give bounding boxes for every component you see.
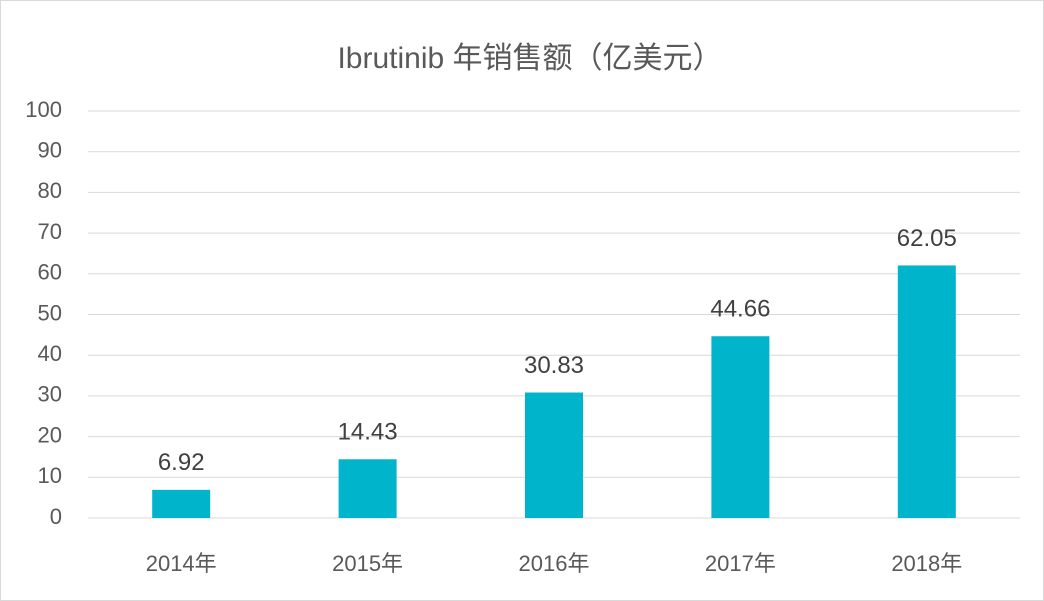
y-tick-label: 80 <box>38 178 62 203</box>
bar <box>711 336 770 518</box>
bar <box>897 265 956 518</box>
y-tick-label: 40 <box>38 341 62 366</box>
bar <box>525 392 583 518</box>
value-label: 30.83 <box>524 352 584 379</box>
y-tick-label: 60 <box>38 260 62 285</box>
x-tick-label: 2017年 <box>705 551 776 576</box>
value-label: 6.92 <box>158 449 205 476</box>
y-tick-label: 30 <box>38 382 62 407</box>
value-label: 62.05 <box>897 225 957 252</box>
y-tick-label: 20 <box>38 422 62 447</box>
y-tick-label: 0 <box>50 504 62 529</box>
x-tick-label: 2016年 <box>519 551 590 576</box>
y-tick-label: 70 <box>38 219 62 244</box>
x-tick-label: 2014年 <box>146 551 217 576</box>
y-tick-label: 100 <box>25 97 62 122</box>
y-tick-label: 10 <box>38 463 62 488</box>
bar <box>152 489 211 518</box>
bar <box>338 459 397 518</box>
y-tick-label: 90 <box>38 138 62 163</box>
y-tick-label: 50 <box>38 300 62 325</box>
x-tick-label: 2018年 <box>891 551 962 576</box>
value-label: 44.66 <box>710 296 770 323</box>
value-label: 14.43 <box>338 419 398 446</box>
x-tick-label: 2015年 <box>332 551 403 576</box>
chart-title: Ibrutinib 年销售额（亿美元） <box>337 42 722 75</box>
